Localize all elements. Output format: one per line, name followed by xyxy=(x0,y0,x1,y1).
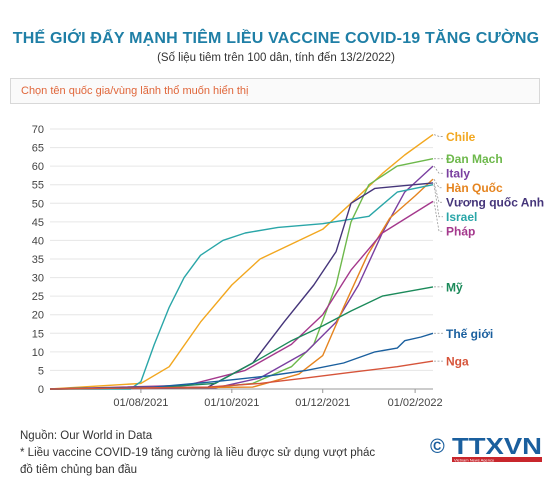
series-label: Đan Mạch xyxy=(446,152,503,166)
series-leader-line xyxy=(433,165,443,174)
y-tick-label: 60 xyxy=(32,161,44,173)
series-label: Nga xyxy=(446,355,469,369)
country-selector-placeholder: Chọn tên quốc gia/vùng lãnh thổ muốn hiể… xyxy=(21,85,249,97)
series-label: Italy xyxy=(446,167,470,181)
x-tick-label: 01/12/2021 xyxy=(295,397,350,409)
series-line xyxy=(49,134,434,390)
x-axis-ticks: 01/08/2021 01/10/2021 01/12/2021 01/02/2022 xyxy=(113,389,443,409)
series-line xyxy=(49,200,434,390)
chart-grid xyxy=(50,128,433,390)
logo-underline xyxy=(452,457,542,462)
series-line xyxy=(50,184,434,390)
y-tick-label: 15 xyxy=(32,328,44,340)
y-tick-label: 45 xyxy=(32,217,44,229)
series-line xyxy=(49,360,434,390)
footnote-line-1: * Liều vaccine COVID-19 tăng cường là li… xyxy=(20,447,376,459)
chart-subtitle: (Số liệu tiêm trên 100 dân, tính đến 13/… xyxy=(157,52,395,64)
x-tick-label: 01/10/2021 xyxy=(204,397,259,409)
country-selector[interactable]: Chọn tên quốc gia/vùng lãnh thổ muốn hiể… xyxy=(10,78,540,104)
series-label: Mỹ xyxy=(446,280,463,294)
y-tick-label: 5 xyxy=(38,365,44,377)
series-leader-line xyxy=(433,201,443,232)
series-line xyxy=(49,182,434,390)
y-tick-label: 0 xyxy=(38,384,44,396)
series-label: Pháp xyxy=(446,225,475,239)
y-tick-label: 35 xyxy=(32,254,44,266)
y-axis-ticks: 0 5 10 15 20 25 30 35 40 45 50 55 60 65 70 xyxy=(32,124,44,396)
y-tick-label: 70 xyxy=(32,124,44,136)
series-line xyxy=(49,165,434,390)
series-label: Thế giới xyxy=(446,327,493,341)
ttxvn-logo: © TTXVN Vietnam News Agency xyxy=(430,433,545,463)
footnote-line-2: đồ tiêm chủng ban đầu xyxy=(20,464,138,476)
series-line xyxy=(49,332,434,390)
series-label: Hàn Quốc xyxy=(446,181,503,195)
chart-title: THẾ GIỚI ĐẨY MẠNH TIÊM LIỀU VACCINE COVI… xyxy=(12,30,540,47)
y-tick-label: 30 xyxy=(32,273,44,285)
logo-tagline: Vietnam News Agency xyxy=(454,457,494,462)
y-tick-label: 20 xyxy=(32,310,44,322)
x-tick-label: 01/08/2021 xyxy=(113,397,168,409)
y-tick-label: 55 xyxy=(32,180,44,192)
series-label: Vương quốc Anh xyxy=(446,196,544,210)
y-tick-label: 10 xyxy=(32,347,44,359)
logo-text: TTXVN xyxy=(452,433,542,459)
y-tick-label: 40 xyxy=(32,235,44,247)
series-label: Israel xyxy=(446,210,477,224)
series-line xyxy=(49,158,434,390)
x-tick-label: 01/02/2022 xyxy=(388,397,443,409)
y-tick-label: 50 xyxy=(32,198,44,210)
series-leader-line xyxy=(433,182,443,203)
series-label: Chile xyxy=(446,130,476,144)
series-leader-line xyxy=(433,134,443,137)
series-lines xyxy=(49,134,434,390)
series-line xyxy=(49,286,434,390)
series-leader-line xyxy=(433,184,443,218)
series-leader-line xyxy=(433,178,443,189)
y-tick-label: 25 xyxy=(32,291,44,303)
copyright-icon: © xyxy=(430,436,445,458)
y-tick-label: 65 xyxy=(32,143,44,155)
source-text: Nguồn: Our World in Data xyxy=(20,430,153,442)
